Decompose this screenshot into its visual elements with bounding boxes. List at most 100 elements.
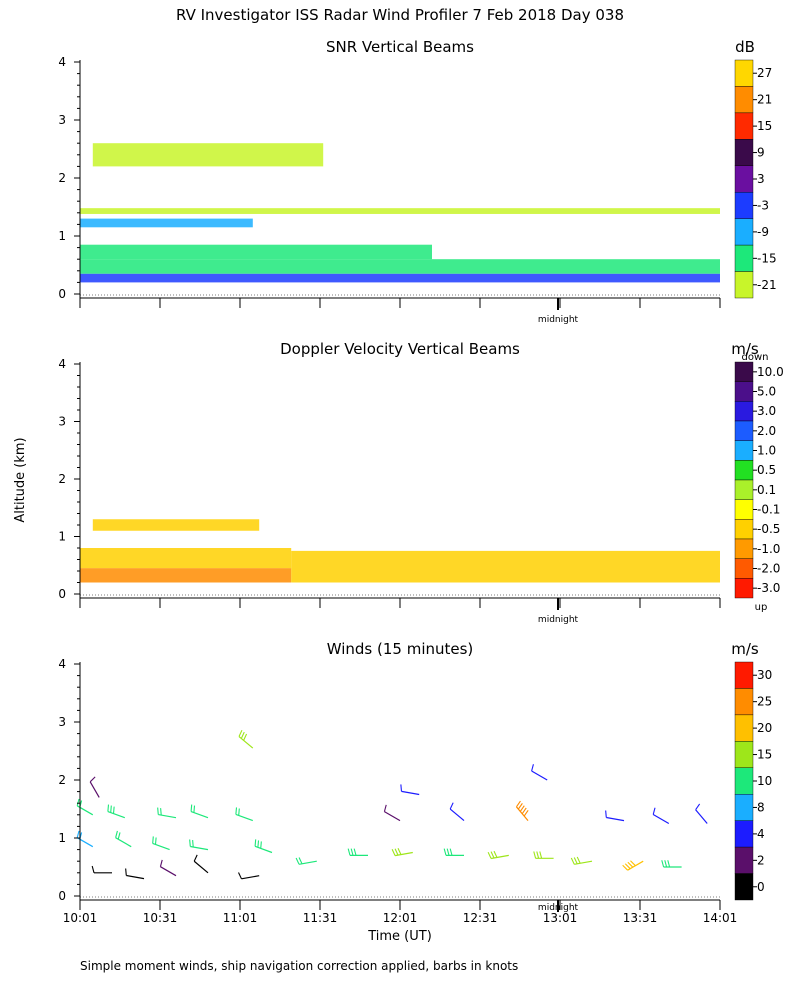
- colorbar-label: 21: [757, 93, 772, 107]
- y-tick-label: 3: [58, 415, 66, 429]
- colorbar-swatch: [734, 59, 754, 87]
- colorbar-label: -0.1: [757, 503, 780, 517]
- colorbar-top-label: down: [742, 352, 769, 363]
- wind-barb: [622, 860, 644, 871]
- colorbar-label: -21: [757, 278, 777, 292]
- colorbar-label: -0.5: [757, 522, 780, 536]
- colorbar-swatch: [734, 767, 754, 795]
- colorbar-swatch: [734, 244, 754, 272]
- colorbar-unit: m/s: [731, 640, 759, 658]
- wind-barb: [661, 860, 682, 868]
- x-tick-label: 10:01: [63, 911, 98, 925]
- colorbar-swatch: [734, 460, 754, 481]
- y-tick-label: 2: [58, 171, 66, 185]
- wind-barb: [159, 859, 177, 877]
- wind-barb: [515, 800, 529, 821]
- x-tick-label: 10:31: [143, 911, 178, 925]
- velocity-panel: Doppler Velocity Vertical Beams 0 1 2 3 4 midn…: [58, 340, 783, 625]
- colorbar-swatch: [734, 139, 754, 166]
- wind-barb: [383, 804, 401, 822]
- colorbar-label: 25: [757, 695, 772, 709]
- y-tick-label: 4: [58, 55, 66, 69]
- midnight-label: midnight: [538, 615, 579, 625]
- y-tick-label: 0: [58, 587, 66, 601]
- colorbar-swatch: [734, 401, 754, 422]
- colorbar-swatch: [734, 381, 754, 402]
- wind-barb: [190, 804, 209, 819]
- colorbar-swatch: [734, 361, 754, 382]
- colorbar-swatch: [734, 271, 754, 299]
- x-tick-label: 12:01: [383, 911, 418, 925]
- colorbar-swatch: [734, 165, 754, 193]
- colorbar-label: -15: [757, 251, 777, 265]
- colorbar-swatch: [734, 440, 754, 461]
- colorbar-swatch: [734, 86, 754, 114]
- x-tick-label: 13:01: [543, 911, 578, 925]
- y-tick-label: 3: [58, 715, 66, 729]
- y-tick-label: 0: [58, 889, 66, 903]
- colorbar-label: 0: [757, 880, 765, 894]
- x-tick-label: 14:01: [703, 911, 738, 925]
- colorbar-label: 15: [757, 748, 772, 762]
- wind-barb: [238, 729, 254, 749]
- colorbar-label: 10: [757, 774, 772, 788]
- colorbar-swatch: [734, 538, 754, 559]
- winds-panel: Winds (15 minutes) 0 1 2 3 4 10:01 10:31 11:01 11…: [58, 640, 772, 925]
- colorbar-label: 30: [757, 668, 772, 682]
- layer-upper: [80, 244, 432, 260]
- panel-title: Doppler Velocity Vertical Beams: [280, 340, 520, 358]
- x-tick-label: 11:01: [223, 911, 258, 925]
- colorbar-bottom-label: up: [755, 602, 768, 613]
- colorbar-label: 5.0: [757, 385, 776, 399]
- colorbar-label: 20: [757, 721, 772, 735]
- panel-title: SNR Vertical Beams: [326, 38, 474, 56]
- layer-mid: [80, 259, 720, 274]
- layer-mid: [80, 548, 292, 569]
- colorbar-label: -2.0: [757, 562, 780, 576]
- wind-barb: [533, 851, 554, 859]
- colorbar-label: 1.0: [757, 444, 776, 458]
- wind-barb: [91, 865, 112, 874]
- wind-barb: [254, 839, 273, 854]
- wind-barb: [157, 807, 177, 819]
- wind-barb: [235, 807, 254, 822]
- colorbar-swatch: [734, 218, 754, 246]
- midnight-label: midnight: [538, 315, 579, 325]
- colorbar-label: 2.0: [757, 424, 776, 438]
- panel-title: Winds (15 minutes): [327, 640, 474, 658]
- colorbar-label: 3.0: [757, 404, 776, 418]
- colorbar-label: -1.0: [757, 542, 780, 556]
- y-axis-label: Altitude (km): [13, 437, 28, 522]
- colorbar-unit: dB: [735, 38, 755, 56]
- colorbar-label: 15: [757, 119, 772, 133]
- figure-title: RV Investigator ISS Radar Wind Profiler …: [176, 6, 624, 24]
- wind-barb: [115, 830, 132, 848]
- wind-barb: [487, 850, 509, 860]
- wind-barb: [391, 848, 413, 857]
- colorbar-swatch: [734, 688, 754, 716]
- wind-barb: [449, 802, 465, 822]
- y-tick-label: 4: [58, 657, 66, 671]
- colorbar-swatch: [734, 420, 754, 441]
- wind-barb: [347, 848, 368, 857]
- y-tick-label: 4: [58, 357, 66, 371]
- wind-barb: [89, 776, 100, 798]
- colorbar-label: 27: [757, 66, 772, 80]
- x-tick-label: 12:31: [463, 911, 498, 925]
- wind-barb: [295, 857, 317, 865]
- colorbar-label: -3: [757, 198, 769, 212]
- colorbar-label: -3.0: [757, 581, 780, 595]
- layer-1p4: [80, 208, 720, 214]
- y-tick-label: 0: [58, 287, 66, 301]
- y-tick-label: 2: [58, 472, 66, 486]
- colorbar-label: 0.1: [757, 483, 776, 497]
- colorbar-label: -9: [757, 225, 769, 239]
- wind-barb: [570, 856, 593, 865]
- layer-low: [80, 568, 292, 583]
- colorbar-label: 8: [757, 800, 765, 814]
- colorbar-swatch: [734, 873, 754, 901]
- colorbar-swatch: [734, 661, 754, 689]
- colorbar-label: 2: [757, 853, 765, 867]
- colorbar-label: 3: [757, 172, 765, 186]
